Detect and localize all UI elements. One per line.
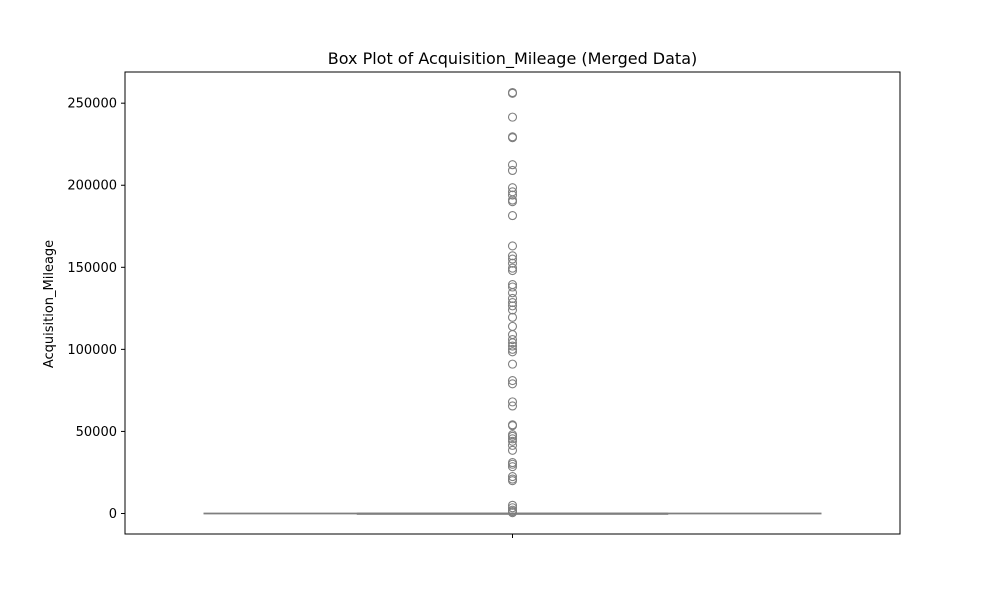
outlier-point — [507, 197, 518, 207]
outlier-point — [507, 434, 518, 444]
y-axis-label: Acquisition_Mileage — [42, 240, 57, 368]
y-tick-label: 100000 — [67, 343, 117, 358]
outlier-point — [507, 462, 518, 472]
outlier-point — [507, 445, 518, 455]
outlier-point — [507, 298, 518, 308]
outlier-point — [507, 112, 518, 122]
outlier-point — [507, 266, 518, 276]
plot-area: 0 50000 100000 150000 200000 250000 — [67, 87, 822, 538]
outlier-point — [507, 500, 518, 510]
outlier-point — [507, 282, 518, 292]
outlier-point — [507, 190, 518, 200]
outlier-point — [507, 133, 518, 143]
outlier-point — [507, 301, 518, 311]
outlier-point — [507, 165, 518, 176]
outlier-point — [507, 288, 518, 298]
outlier-point — [507, 241, 518, 251]
outlier-point — [507, 503, 518, 513]
y-tick-label: 200000 — [67, 179, 117, 194]
outlier-point — [507, 341, 518, 351]
axes-frame — [124, 71, 901, 535]
outlier-point — [507, 401, 518, 411]
chart-title: Box Plot of Acquisition_Mileage (Merged … — [328, 49, 698, 69]
outlier-point — [507, 211, 518, 221]
outlier-point — [507, 375, 518, 386]
outlier-point — [507, 312, 518, 322]
outlier-point — [507, 431, 518, 441]
outlier-point — [507, 508, 518, 518]
outlier-point — [507, 254, 518, 264]
outlier-point — [507, 293, 518, 304]
y-tick-label: 50000 — [76, 425, 117, 440]
outlier-point — [507, 459, 518, 469]
outlier-point — [507, 160, 518, 170]
outlier-point — [507, 436, 518, 446]
outlier-point — [507, 251, 518, 261]
y-tick-label: 250000 — [67, 97, 117, 112]
outlier-point — [507, 397, 518, 407]
outlier-point — [507, 347, 518, 357]
outlier-point — [507, 305, 518, 315]
outlier-point — [507, 359, 518, 369]
outlier-point — [507, 440, 518, 450]
y-tick-label: 150000 — [67, 261, 117, 276]
outlier-point — [507, 379, 518, 389]
outlier-point — [507, 338, 518, 348]
outlier-point — [507, 263, 518, 273]
outlier-point — [507, 183, 518, 193]
outlier-point — [507, 344, 518, 354]
outlier-point — [507, 88, 518, 98]
outlier-point — [507, 421, 518, 431]
outlier-point — [507, 258, 518, 268]
y-tick-label: 0 — [109, 507, 117, 522]
outlier-point — [507, 476, 518, 486]
outlier-point — [507, 334, 518, 345]
outlier-point — [507, 472, 518, 482]
